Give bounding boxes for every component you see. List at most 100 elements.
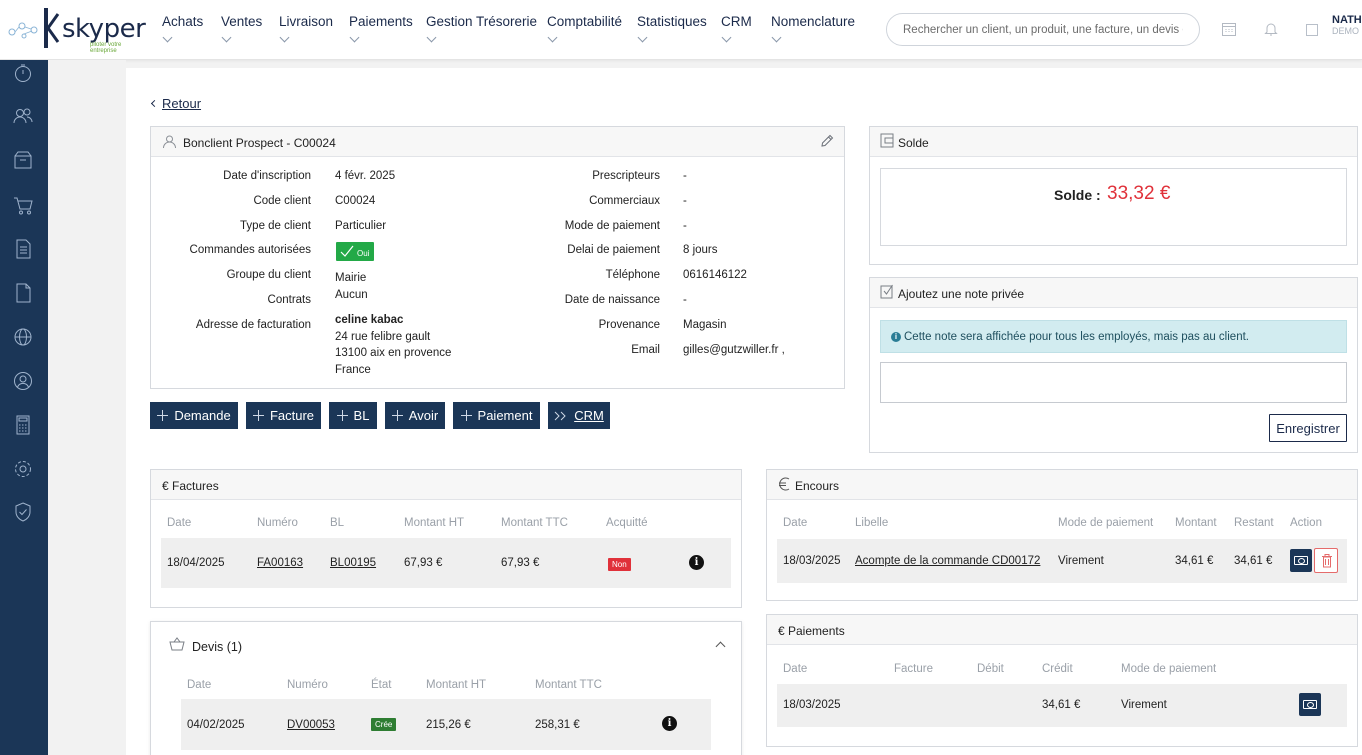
address-line: 24 rue felibre gault: [335, 331, 431, 343]
value-telephone: 0616146122: [683, 269, 747, 281]
encours-col-date: Date: [783, 517, 808, 529]
chevron-up-icon[interactable]: [715, 641, 726, 652]
devis-date: 04/02/2025: [187, 719, 245, 731]
nav-gestion-tresorerie[interactable]: Gestion Trésorerie: [426, 14, 537, 43]
client-card-header: Bonclient Prospect - C00024: [151, 127, 844, 157]
nav-statistiques[interactable]: Statistiques: [637, 14, 707, 43]
nav-paiements[interactable]: Paiements: [349, 14, 413, 43]
checkbox-note-icon: [880, 284, 893, 299]
value-mode-paiement: -: [683, 220, 687, 232]
facture-bl-link[interactable]: BL00195: [330, 557, 377, 569]
paiement-receipt-button[interactable]: [1299, 693, 1321, 716]
k-mark-icon: [44, 8, 60, 48]
facture-date: 18/04/2025: [167, 557, 225, 569]
info-icon: i: [891, 332, 901, 342]
devis-ttc: 258,31 €: [535, 719, 580, 731]
encours-header: Encours: [767, 470, 1357, 500]
nav-achats[interactable]: Achats: [162, 14, 203, 43]
label-provenance: Provenance: [598, 319, 660, 331]
devis-col-etat: État: [371, 679, 392, 691]
paiements-header: € Paiements: [767, 615, 1357, 645]
calendar-icon[interactable]: [1222, 22, 1236, 36]
cart-icon[interactable]: [12, 194, 34, 216]
back-link[interactable]: Retour: [162, 96, 202, 111]
label-commandes-autorisees: Commandes autorisées: [189, 244, 311, 256]
add-facture-button[interactable]: Facture: [246, 402, 321, 429]
globe-icon[interactable]: [12, 326, 34, 348]
chevron-down-icon: [279, 32, 290, 43]
brand-name: skyper: [62, 14, 146, 44]
nav-crm[interactable]: CRM: [721, 14, 752, 43]
commandes-oui-badge: Oui: [336, 242, 374, 261]
bell-icon[interactable]: [1264, 22, 1278, 36]
solde-label: Solde :: [1054, 187, 1101, 203]
paiement-date: 18/03/2025: [783, 699, 841, 711]
file-icon[interactable]: [12, 282, 34, 304]
factures-col-ttc: Montant TTC: [501, 517, 568, 529]
devis-numero-link[interactable]: DV00053: [287, 719, 335, 731]
value-date-inscription: 4 févr. 2025: [335, 170, 396, 182]
address-line: 13100 aix en provence: [335, 347, 452, 359]
add-demande-button[interactable]: Demande: [150, 402, 238, 429]
devis-col-ttc: Montant TTC: [535, 679, 602, 691]
document-icon[interactable]: [12, 238, 34, 260]
stopwatch-icon[interactable]: [12, 62, 34, 84]
paiements-col-mode: Mode de paiement: [1121, 663, 1217, 675]
users-icon[interactable]: [12, 105, 34, 127]
facture-numero-link[interactable]: FA00163: [257, 557, 304, 569]
nav-comptabilite[interactable]: Comptabilité: [547, 14, 622, 43]
sidebar: [0, 60, 48, 755]
user-name[interactable]: NATH: [1332, 14, 1362, 26]
value-code-client: C00024: [335, 195, 376, 207]
search-input[interactable]: [886, 13, 1200, 46]
client-title: Bonclient Prospect - C00024: [183, 136, 336, 150]
label-mode-paiement: Mode de paiement: [564, 220, 660, 232]
nav-nomenclature[interactable]: Nomenclature: [771, 14, 855, 43]
factures-col-numero: Numéro: [257, 517, 298, 529]
gear-icon[interactable]: [12, 458, 34, 480]
delete-encours-button[interactable]: [1314, 548, 1338, 573]
value-delai-paiement: 8 jours: [683, 244, 718, 256]
encours-col-action: Action: [1290, 517, 1322, 529]
note-title: Ajoutez une note privée: [898, 287, 1025, 301]
crm-button[interactable]: CRM: [548, 402, 610, 429]
calculator-icon[interactable]: [12, 414, 34, 436]
skyper-logo[interactable]: skyper piloter votre entreprise: [6, 8, 146, 54]
value-provenance: Magasin: [683, 319, 727, 331]
pay-encours-button[interactable]: [1290, 549, 1312, 572]
shield-check-icon[interactable]: [12, 501, 34, 523]
save-note-button[interactable]: Enregistrer: [1269, 414, 1347, 442]
table-row: [777, 684, 1347, 727]
encours-libelle-link[interactable]: Acompte de la commande CD00172: [855, 555, 1041, 567]
paiement-mode: Virement: [1121, 699, 1167, 711]
info-icon[interactable]: i: [662, 716, 677, 731]
pencil-icon[interactable]: [819, 133, 835, 149]
encours-mode: Virement: [1058, 555, 1104, 567]
label-groupe-client: Groupe du client: [226, 269, 311, 281]
value-contrats: Aucun: [335, 289, 368, 301]
info-icon[interactable]: i: [689, 555, 704, 570]
brand-tagline: piloter votre entreprise: [90, 42, 122, 54]
note-textarea[interactable]: [880, 362, 1347, 403]
add-paiement-button[interactable]: Paiement: [453, 402, 540, 429]
banknote-icon: [1294, 556, 1308, 565]
add-bl-button[interactable]: BL: [329, 402, 377, 429]
paiements-col-date: Date: [783, 663, 808, 675]
add-avoir-button[interactable]: Avoir: [385, 402, 445, 429]
solde-value: 33,32 €: [1107, 183, 1171, 204]
solde-title: Solde: [898, 136, 929, 150]
box-icon[interactable]: [12, 149, 34, 171]
nav-ventes[interactable]: Ventes: [221, 14, 262, 43]
value-adresse-nom: celine kabac: [335, 314, 404, 326]
devis-ht: 215,26 €: [426, 719, 471, 731]
devis-col-date: Date: [187, 679, 212, 691]
nav-livraison[interactable]: Livraison: [279, 14, 333, 43]
user-circle-icon[interactable]: [12, 370, 34, 392]
euro-icon: [779, 477, 790, 491]
avatar[interactable]: [1306, 24, 1318, 36]
value-type-client: Particulier: [335, 220, 387, 232]
chevron-down-icon: [426, 32, 437, 43]
network-logo-icon: [8, 22, 38, 39]
devis-etat-badge: Crée: [371, 718, 397, 731]
basket-icon: [169, 637, 185, 651]
